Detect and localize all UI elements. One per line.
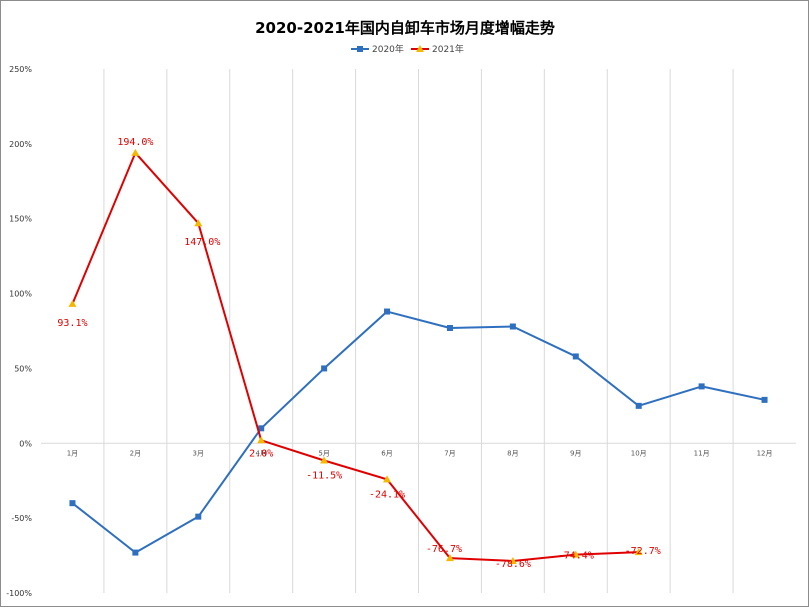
data-point <box>634 548 643 556</box>
data-label: -72.7% <box>625 546 661 557</box>
data-point <box>571 550 580 558</box>
data-label: 147.0% <box>184 237 220 248</box>
y-tick-label: 0% <box>19 439 32 448</box>
data-point <box>68 299 77 307</box>
data-point <box>384 308 391 315</box>
legend-marker <box>416 45 424 52</box>
data-point <box>131 148 140 156</box>
data-point <box>572 353 579 360</box>
legend-marker <box>357 46 363 52</box>
y-tick-label: 250% <box>9 65 32 74</box>
series-line <box>71 310 765 554</box>
data-label: 93.1% <box>57 318 87 329</box>
data-point <box>509 323 516 330</box>
data-label: 2.0% <box>249 448 273 459</box>
data-point <box>635 402 642 409</box>
legend-label: 2021年 <box>432 43 464 55</box>
legend-label: 2020年 <box>372 43 404 55</box>
data-point <box>321 365 328 372</box>
x-tick-label: 12月 <box>757 449 773 457</box>
x-tick-label: 3月 <box>193 449 204 457</box>
x-tick-label: 2月 <box>130 449 141 457</box>
data-label: -11.5% <box>306 471 342 482</box>
data-point <box>257 436 266 444</box>
data-point <box>761 396 768 403</box>
y-tick-label: 150% <box>9 215 32 224</box>
data-point <box>132 549 139 556</box>
data-point <box>446 325 453 332</box>
data-point <box>698 383 705 390</box>
x-axis: 1月 2月 3月 4月 5月 6月 7月 8月 9月 10月 11月 12月 <box>67 449 773 457</box>
data-labels: 93.1% 194.0% 147.0% 2.0% -11.5% -24.1% -76.7% -… <box>57 137 660 570</box>
y-tick-label: 200% <box>9 140 32 149</box>
x-tick-label: 8月 <box>507 449 518 457</box>
data-label: -74.4% <box>558 551 594 562</box>
x-tick-label: 5月 <box>318 449 329 457</box>
x-tick-label: 6月 <box>381 449 392 457</box>
x-tick-label: 10月 <box>631 449 647 457</box>
series-line <box>71 151 639 562</box>
x-tick-label: 4月 <box>255 449 266 457</box>
legend: 2020年 2021年 <box>351 43 464 55</box>
y-tick-label: 50% <box>14 364 32 373</box>
x-tick-label: 7月 <box>444 449 455 457</box>
data-point <box>508 556 517 564</box>
data-point <box>320 456 329 464</box>
data-label: 194.0% <box>117 137 153 148</box>
chart-title: 2020-2021年国内自卸车市场月度增幅走势 <box>255 19 555 37</box>
data-label: -78.6% <box>495 559 531 570</box>
data-point <box>194 219 203 227</box>
data-label: -76.7% <box>426 544 462 555</box>
x-tick-label: 9月 <box>570 449 581 457</box>
data-point <box>445 554 454 562</box>
y-tick-label: -100% <box>6 589 32 598</box>
data-point <box>195 513 202 520</box>
data-label: -24.1% <box>369 489 405 500</box>
data-point <box>258 425 265 432</box>
series-layer <box>68 148 768 564</box>
x-tick-label: 11月 <box>694 449 710 457</box>
y-tick-label: 100% <box>9 290 32 299</box>
y-axis: -100% -50% 0% 50% 100% 150% 200% 250% <box>6 65 32 598</box>
data-point <box>69 500 76 507</box>
grid-lines <box>41 69 796 593</box>
y-tick-label: -50% <box>11 514 32 523</box>
data-point <box>383 475 392 483</box>
x-tick-label: 1月 <box>67 449 78 457</box>
